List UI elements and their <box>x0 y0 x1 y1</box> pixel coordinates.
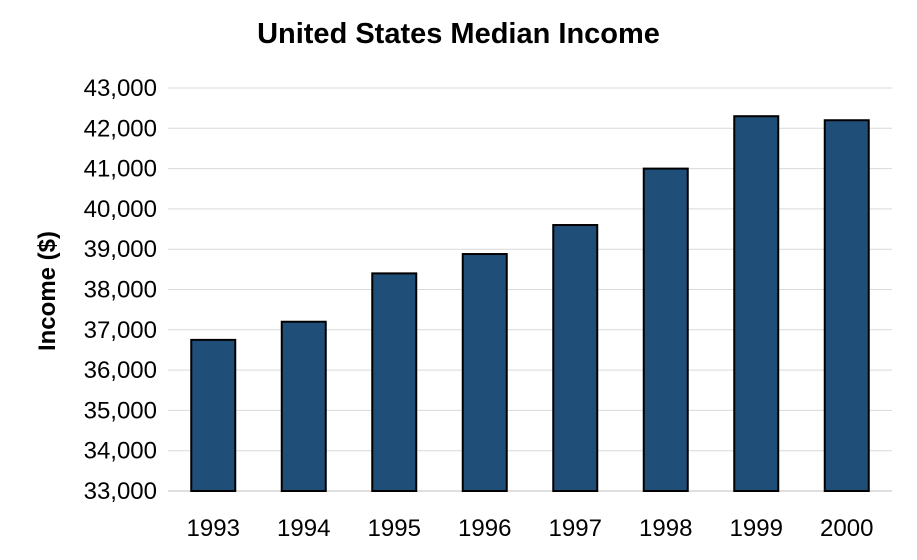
x-tick-label: 1994 <box>277 515 330 542</box>
bar-2000 <box>823 119 870 493</box>
bar-1999 <box>733 115 780 493</box>
chart-title: United States Median Income <box>257 18 660 50</box>
gridlines <box>168 87 892 492</box>
bars <box>190 115 870 493</box>
y-tick-label: 42,000 <box>84 115 157 142</box>
y-tick-label: 35,000 <box>84 397 157 424</box>
y-tick-label: 36,000 <box>84 357 157 384</box>
x-axis-ticks: 1993 1994 1995 1996 1997 1998 1999 2000 <box>187 515 874 542</box>
y-tick-label: 40,000 <box>84 196 157 223</box>
y-tick-label: 34,000 <box>84 438 157 465</box>
y-tick-label: 43,000 <box>84 75 157 102</box>
y-tick-label: 39,000 <box>84 236 157 263</box>
bar-1997 <box>552 224 599 493</box>
x-tick-label: 1997 <box>549 515 602 542</box>
x-tick-label: 1993 <box>187 515 240 542</box>
y-tick-label: 38,000 <box>84 277 157 304</box>
x-tick-label: 1996 <box>458 515 511 542</box>
bar-1993 <box>190 338 237 492</box>
bar-1995 <box>371 272 418 492</box>
y-tick-label: 33,000 <box>84 478 157 505</box>
x-tick-label: 1995 <box>368 515 421 542</box>
bar-1994 <box>280 320 327 492</box>
y-axis-ticks: 33,000 34,000 35,000 36,000 37,000 38,000 39,0… <box>84 75 157 505</box>
bar-1996 <box>461 253 508 492</box>
y-axis-label: Income ($) <box>34 231 61 351</box>
x-tick-label: 1999 <box>730 515 783 542</box>
x-tick-label: 2000 <box>820 515 873 542</box>
y-tick-label: 37,000 <box>84 317 157 344</box>
x-tick-label: 1998 <box>639 515 692 542</box>
y-tick-label: 41,000 <box>84 156 157 183</box>
bar-1998 <box>642 167 689 492</box>
